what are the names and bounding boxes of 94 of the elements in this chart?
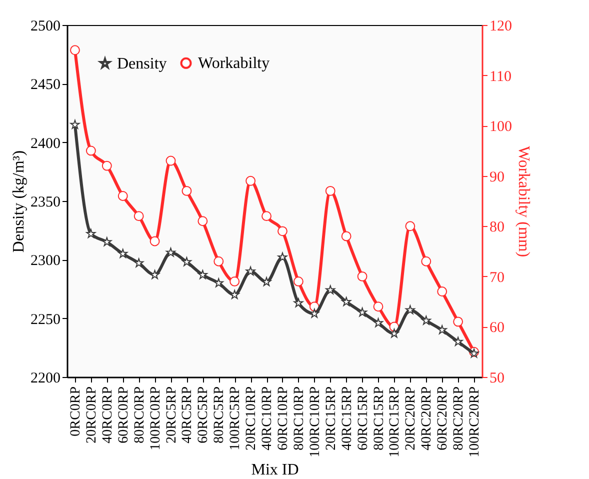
point xyxy=(310,308,320,318)
point xyxy=(373,302,384,312)
x-tick-label: 100RC10RP xyxy=(308,386,323,458)
x-tick-label: 40RC5RP xyxy=(180,386,196,444)
legend-label: Density xyxy=(117,56,167,72)
point xyxy=(357,271,368,282)
point xyxy=(294,298,304,308)
y-tick-label: 2250 xyxy=(30,312,60,328)
y-tick-label: 2450 xyxy=(30,77,60,94)
x-tick-label: 100RC15RP xyxy=(388,386,403,458)
point xyxy=(262,211,272,222)
point xyxy=(166,248,176,257)
point xyxy=(278,252,288,262)
x-tick-label: 40RC0RP xyxy=(100,386,116,444)
point xyxy=(86,146,96,156)
point xyxy=(166,156,176,166)
point xyxy=(325,186,336,196)
x-tick-label: 40RC15RP xyxy=(340,386,355,450)
x-tick-label: 80RC10RP xyxy=(292,386,307,450)
y2-tick-label: 50 xyxy=(490,370,504,386)
x-tick-label: 60RC10RP xyxy=(276,386,291,450)
x-tick-label: 60RC5RP xyxy=(196,386,212,444)
point xyxy=(246,266,256,276)
point xyxy=(437,325,447,334)
y2-tick-label: 100 xyxy=(490,119,512,136)
point xyxy=(326,285,336,294)
x-tick-label: 100RC0RP xyxy=(148,386,164,450)
point xyxy=(293,276,304,286)
x-tick-label: 0RC0RP xyxy=(68,386,84,436)
y-tick-label: 2300 xyxy=(30,253,60,270)
x-tick-label: 20RC0RP xyxy=(84,386,100,444)
y2-tick-label: 110 xyxy=(490,68,512,85)
x-tick-label: 80RC5RP xyxy=(212,386,228,444)
point xyxy=(342,296,352,306)
y2-axis-title: Workabilty (mm) xyxy=(515,146,532,258)
x-tick-label: 20RC5RP xyxy=(164,386,180,444)
legend-label: Workabilty xyxy=(198,55,270,72)
y2-tick-label: 60 xyxy=(490,320,504,336)
x-tick-label: 100RC20RP xyxy=(468,386,483,458)
x-tick-label: 80RC0RP xyxy=(132,386,148,444)
point xyxy=(246,176,256,186)
point xyxy=(134,211,144,222)
point xyxy=(134,258,144,268)
x-tick-label: 20RC10RP xyxy=(244,386,260,450)
point xyxy=(102,237,112,246)
point xyxy=(405,305,415,314)
point xyxy=(182,257,192,266)
y-tick-label: 2500 xyxy=(30,18,60,34)
point xyxy=(421,256,432,266)
y-axis-title: Density (kg/m³) xyxy=(10,150,28,253)
point xyxy=(118,191,128,201)
x-tick-label: 40RC20RP xyxy=(420,386,435,450)
point xyxy=(214,256,224,266)
x-tick-label: 40RC10RP xyxy=(260,386,276,450)
point xyxy=(198,216,208,226)
point xyxy=(102,160,112,171)
point xyxy=(198,270,208,280)
point xyxy=(278,226,288,236)
point xyxy=(373,318,384,328)
y-tick-label: 2350 xyxy=(30,194,60,210)
x-tick-label: 80RC20RP xyxy=(452,386,467,450)
point xyxy=(150,236,160,246)
point xyxy=(405,221,416,232)
x-axis-title: Mix ID xyxy=(251,461,299,478)
x-tick-label: 60RC20RP xyxy=(436,386,451,450)
point xyxy=(358,307,368,317)
point xyxy=(389,328,399,338)
point xyxy=(341,231,352,242)
x-tick-label: 20RC15RP xyxy=(324,386,339,450)
x-tick-label: 20RC20RP xyxy=(404,386,419,450)
point xyxy=(421,316,431,325)
point xyxy=(453,336,463,346)
y-tick-label: 2200 xyxy=(30,370,60,386)
y2-tick-label: 80 xyxy=(490,220,504,236)
point xyxy=(437,286,448,296)
y2-tick-label: 120 xyxy=(490,18,512,34)
x-tick-label: 60RC0RP xyxy=(116,386,132,444)
point xyxy=(70,120,80,129)
point xyxy=(118,248,128,258)
y-tick-label: 2400 xyxy=(30,136,60,152)
y2-tick-label: 90 xyxy=(490,169,504,186)
x-tick-label: 80RC15RP xyxy=(372,386,387,450)
point xyxy=(86,228,96,238)
point xyxy=(230,276,240,286)
y2-tick-label: 70 xyxy=(490,270,504,286)
x-tick-label: 100RC5RP xyxy=(228,386,244,450)
x-tick-label: 60RC15RP xyxy=(356,386,371,450)
point xyxy=(182,186,192,196)
point xyxy=(150,270,160,280)
point xyxy=(70,45,80,56)
point xyxy=(230,290,240,299)
point xyxy=(214,278,224,288)
point xyxy=(453,316,464,327)
point xyxy=(262,276,272,286)
